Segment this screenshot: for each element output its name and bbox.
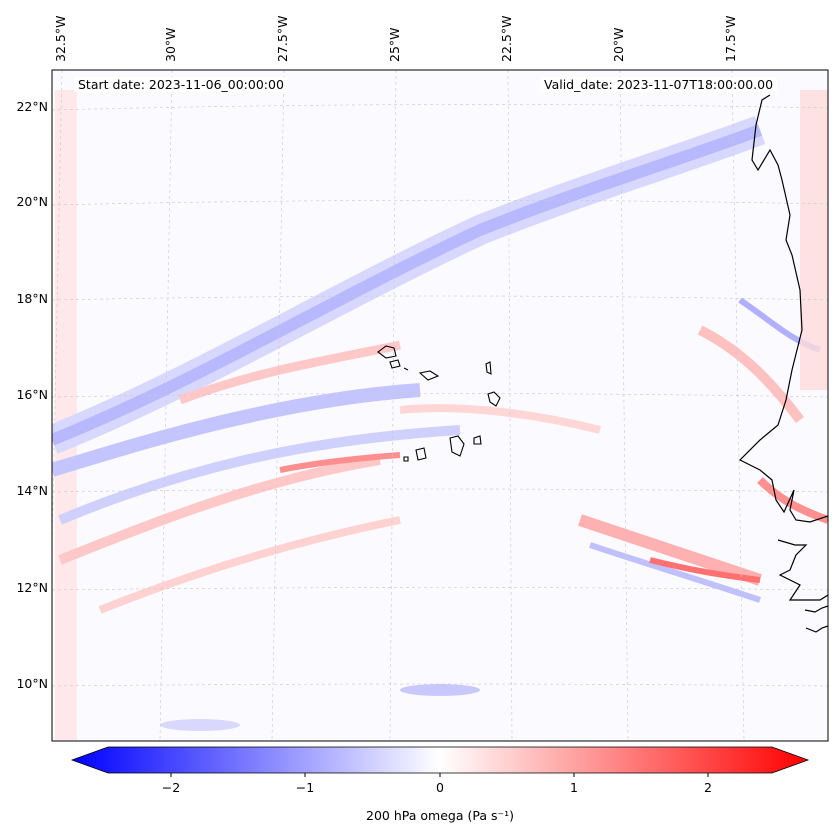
lon-label-20w: 20°W (611, 27, 626, 62)
colorbar-label: 200 hPa omega (Pa s⁻¹) (366, 808, 514, 823)
lat-label-12n: 12°N (16, 580, 48, 595)
lon-label-32-5w: 32.5°W (53, 15, 68, 62)
lat-label-20n: 20°N (16, 194, 48, 209)
cape-verde-islands (377, 345, 501, 462)
lat-label-22n: 22°N (16, 99, 48, 114)
colorbar-tick-0: 0 (436, 780, 444, 795)
start-date-label: Start date: 2023-11-06_00:00:00 (74, 77, 288, 92)
lat-label-10n: 10°N (16, 676, 48, 691)
lon-label-25w: 25°W (387, 27, 402, 62)
coastline (738, 94, 828, 633)
omega-field (52, 90, 828, 740)
lat-label-16n: 16°N (16, 387, 48, 402)
lon-label-27-5w: 27.5°W (275, 15, 290, 62)
colorbar-tick-2: 2 (704, 780, 712, 795)
gridlines (52, 70, 828, 741)
colorbar (70, 746, 810, 777)
lon-label-22-5w: 22.5°W (499, 15, 514, 62)
lon-label-30w: 30°W (163, 27, 178, 62)
colorbar-tick-neg2: −2 (161, 780, 181, 795)
lat-label-18n: 18°N (16, 291, 48, 306)
map-frame (51, 69, 829, 742)
lon-label-17-5w: 17.5°W (723, 15, 738, 62)
colorbar-tick-1: 1 (570, 780, 578, 795)
lat-label-14n: 14°N (16, 483, 48, 498)
colorbar-tick-neg1: −1 (295, 780, 315, 795)
valid-date-label: Valid_date: 2023-11-07T18:00:00.00 (540, 77, 778, 92)
